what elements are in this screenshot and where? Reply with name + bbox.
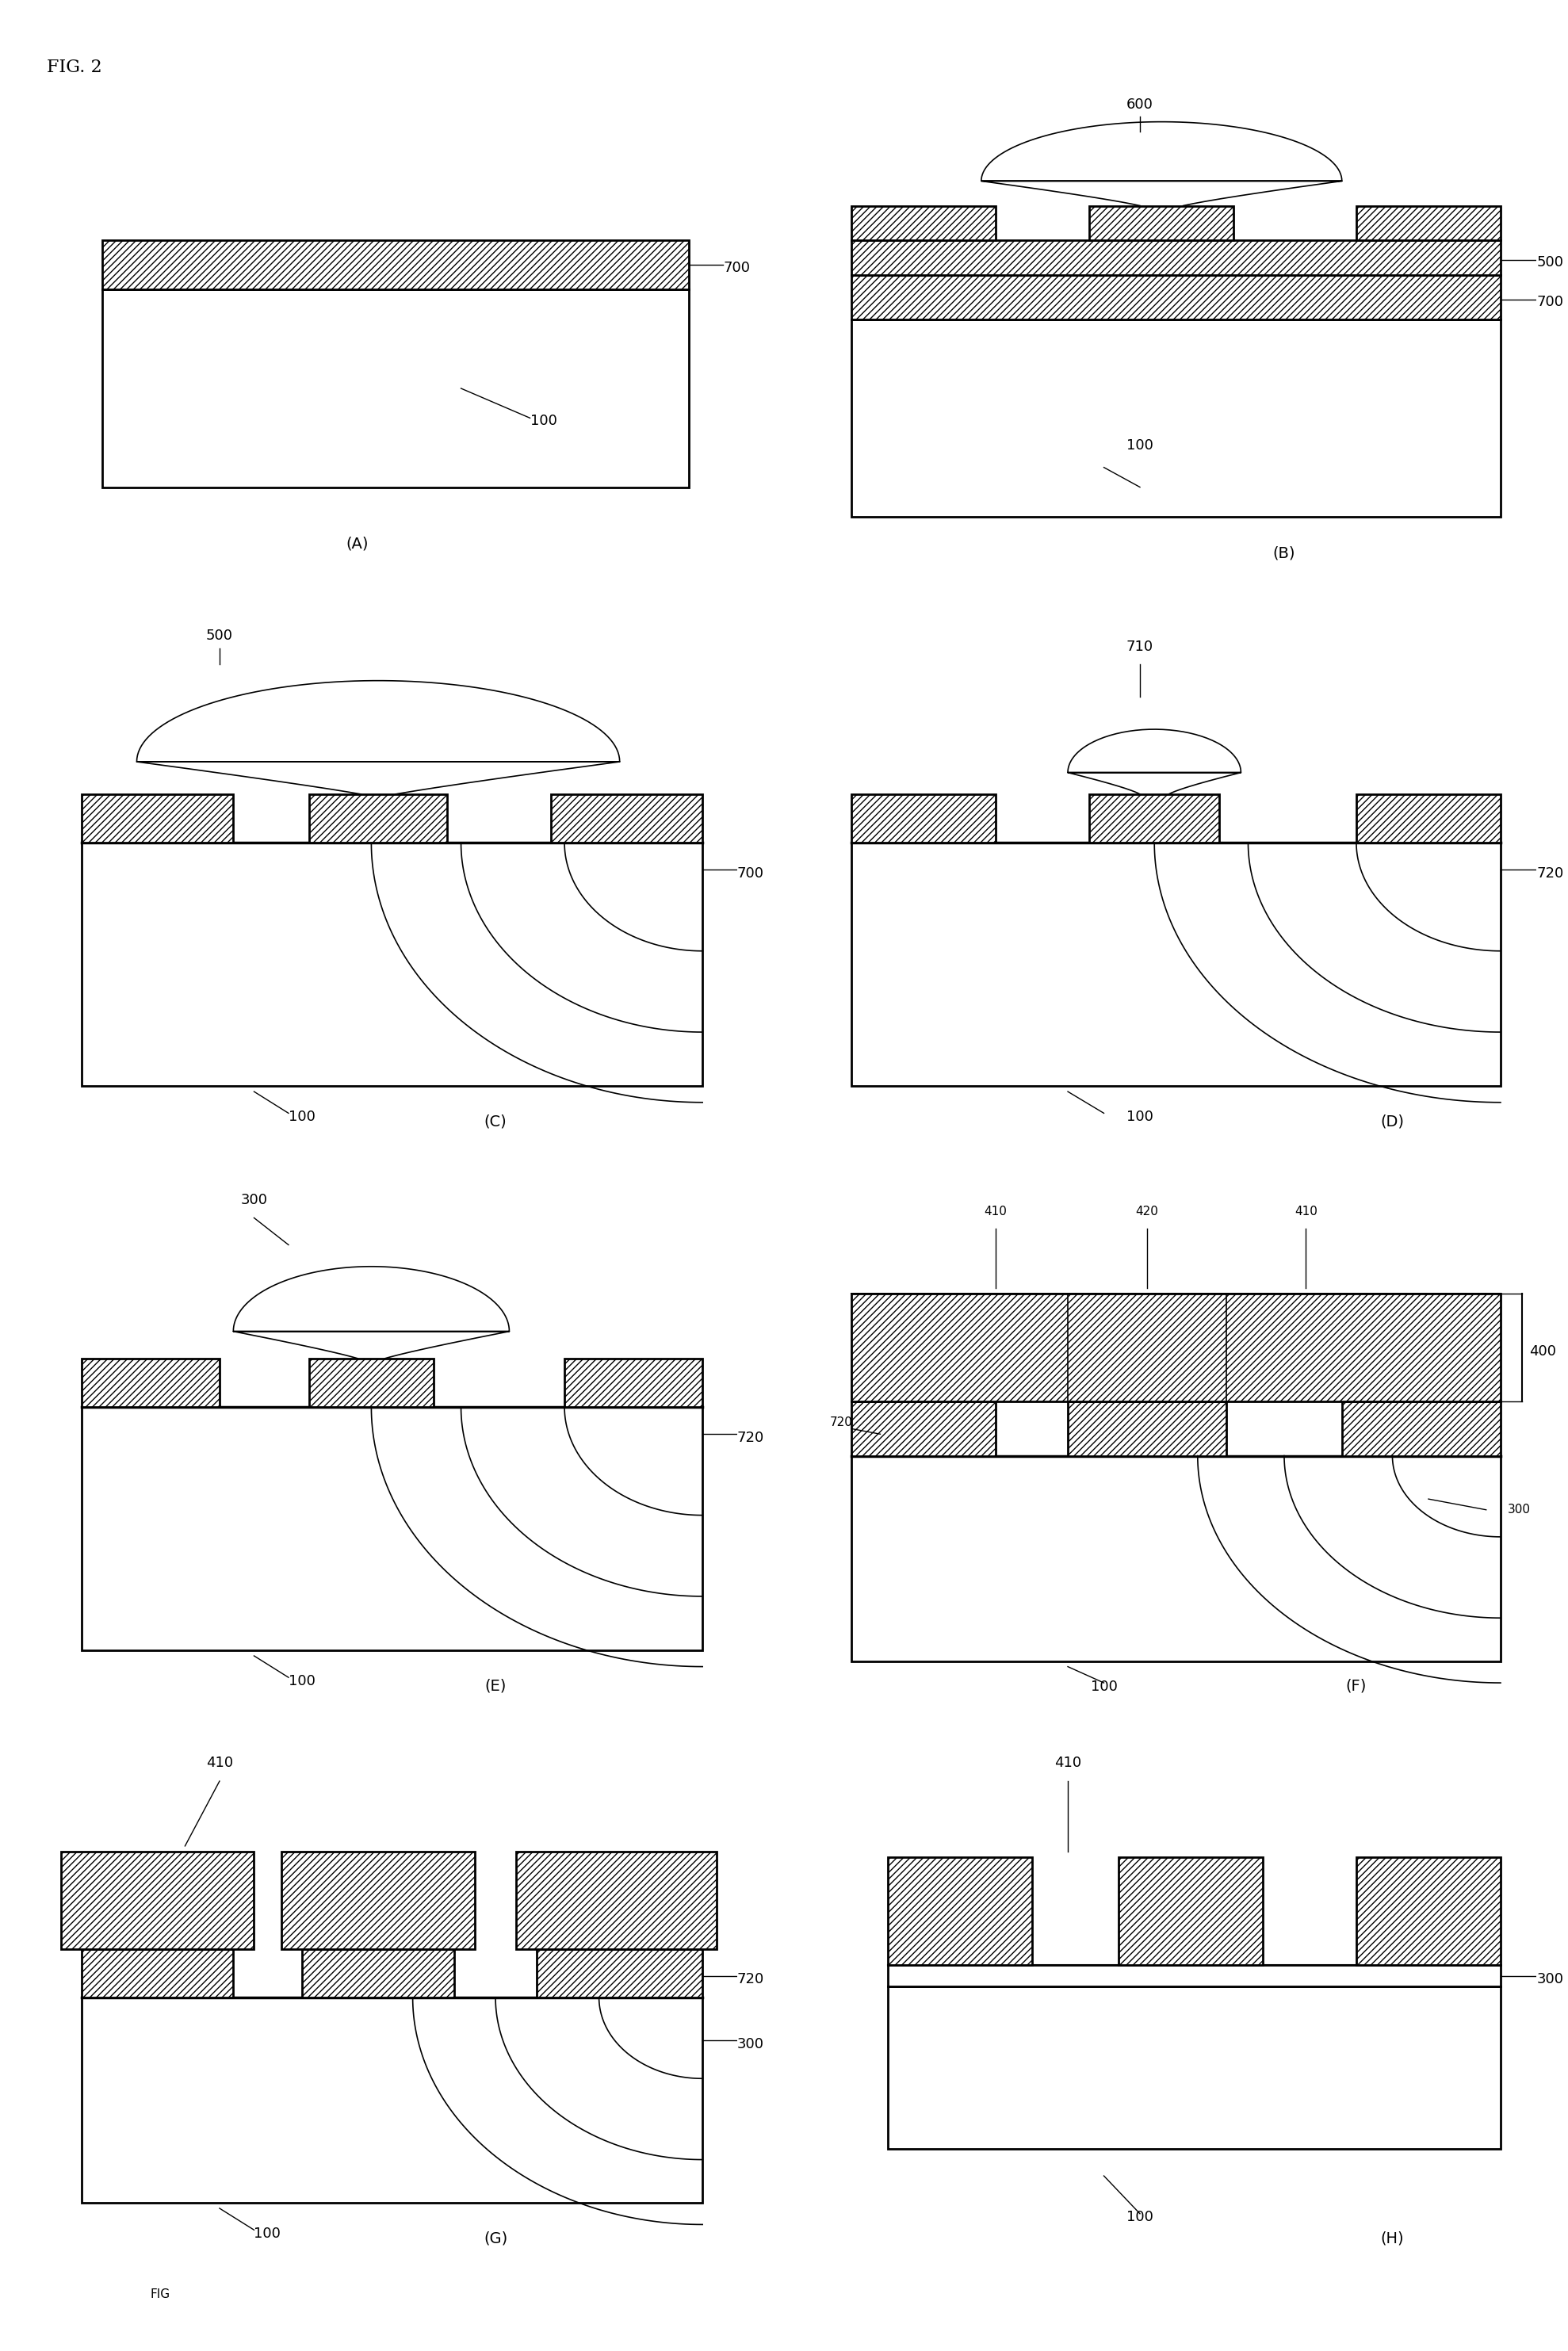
Bar	[102, 289, 688, 487]
Bar	[851, 275, 1501, 320]
Text: 100: 100	[1126, 2210, 1154, 2224]
Text: 410: 410	[1054, 1756, 1082, 1770]
Text: (B): (B)	[1273, 545, 1295, 562]
Bar	[887, 1965, 1501, 1987]
Text: 500: 500	[1537, 256, 1563, 270]
Text: 100: 100	[1090, 1679, 1118, 1693]
Text: 500: 500	[205, 628, 234, 642]
Bar	[851, 1293, 1501, 1401]
Bar	[851, 240, 1501, 275]
Text: 300: 300	[240, 1192, 268, 1206]
Bar	[1356, 207, 1501, 240]
Text: 720: 720	[737, 1432, 764, 1446]
Bar	[1342, 1401, 1501, 1455]
Text: 720: 720	[737, 1972, 764, 1987]
Bar	[1090, 795, 1220, 842]
Text: (F): (F)	[1345, 1679, 1367, 1693]
Bar	[1090, 207, 1234, 240]
Bar	[887, 1987, 1501, 2149]
Text: 100: 100	[1126, 1110, 1154, 1124]
Text: 100: 100	[289, 1110, 315, 1124]
Text: 100: 100	[530, 414, 557, 428]
Bar	[851, 842, 1501, 1086]
Bar	[102, 240, 688, 289]
Bar	[282, 1853, 475, 1949]
Bar	[851, 207, 996, 240]
Bar	[851, 1401, 996, 1455]
Bar	[61, 1853, 254, 1949]
Bar	[309, 1359, 433, 1406]
Text: (H): (H)	[1381, 2231, 1403, 2245]
Text: 100: 100	[254, 2226, 281, 2241]
Text: 300: 300	[1508, 1502, 1530, 1516]
Text: (C): (C)	[485, 1114, 506, 1128]
Text: (G): (G)	[483, 2231, 508, 2245]
Bar	[550, 795, 702, 842]
Text: 700: 700	[737, 868, 764, 882]
Text: 720: 720	[829, 1418, 853, 1429]
Bar	[516, 1853, 717, 1949]
Bar	[303, 1949, 455, 1998]
Text: 100: 100	[1126, 437, 1154, 451]
Text: 600: 600	[1126, 99, 1154, 113]
Bar	[851, 795, 996, 842]
Text: 410: 410	[1295, 1206, 1317, 1218]
Text: 720: 720	[1537, 868, 1563, 882]
Text: (A): (A)	[347, 536, 368, 552]
Bar	[82, 1359, 220, 1406]
Text: 410: 410	[985, 1206, 1007, 1218]
Bar	[564, 1359, 702, 1406]
Text: 100: 100	[289, 1674, 315, 1688]
Text: 400: 400	[1529, 1345, 1557, 1359]
Text: FIG. 2: FIG. 2	[47, 59, 102, 75]
Text: 700: 700	[1537, 296, 1563, 310]
Bar	[851, 1455, 1501, 1662]
Bar	[887, 1857, 1032, 1965]
Text: 300: 300	[1537, 1972, 1563, 1987]
Text: FIG: FIG	[151, 2288, 171, 2299]
Bar	[1356, 1857, 1501, 1965]
Text: 700: 700	[723, 261, 750, 275]
Bar	[82, 795, 234, 842]
Bar	[1356, 795, 1501, 842]
Bar	[309, 795, 447, 842]
Bar	[1068, 1401, 1226, 1455]
Text: (E): (E)	[485, 1679, 506, 1693]
Text: (D): (D)	[1380, 1114, 1405, 1128]
Text: 710: 710	[1126, 639, 1154, 654]
Bar	[82, 1406, 702, 1650]
Bar	[82, 1998, 702, 2203]
Bar	[82, 1949, 234, 1998]
Text: 410: 410	[205, 1756, 234, 1770]
Bar	[82, 842, 702, 1086]
Text: 420: 420	[1135, 1206, 1159, 1218]
Bar	[536, 1949, 702, 1998]
Text: 300: 300	[737, 2038, 764, 2052]
Bar	[851, 320, 1501, 517]
Bar	[1118, 1857, 1262, 1965]
